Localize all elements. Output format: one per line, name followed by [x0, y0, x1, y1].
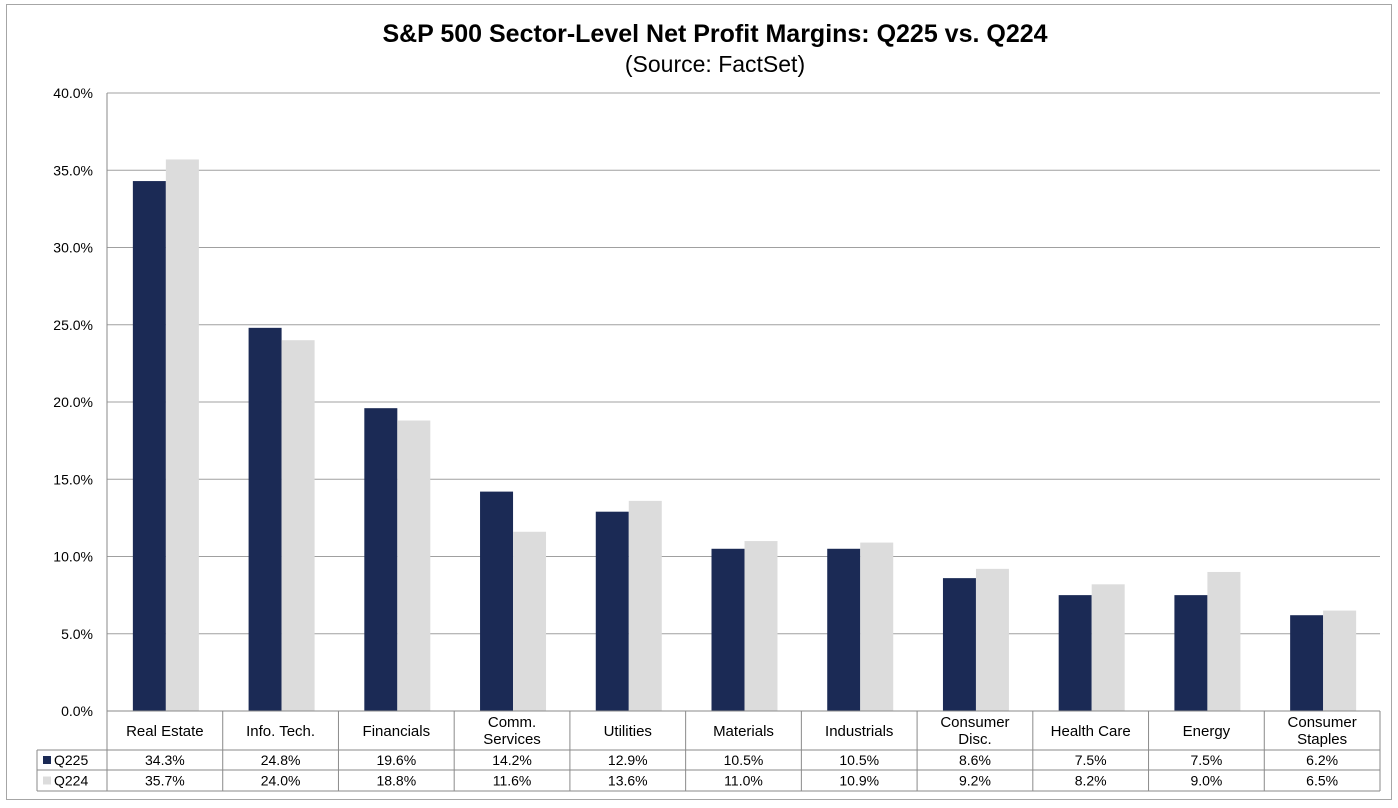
y-tick-label: 25.0% — [53, 317, 93, 333]
data-table-cell: 12.9% — [608, 752, 648, 768]
data-table-cell: 8.2% — [1075, 773, 1107, 789]
bar-q224 — [860, 542, 894, 711]
data-table-cell: 35.7% — [145, 773, 185, 789]
data-table-cell: 10.9% — [839, 773, 879, 789]
y-tick-label: 10.0% — [53, 549, 93, 565]
legend-label: Q225 — [54, 752, 88, 768]
category-label: Real Estate — [126, 723, 204, 740]
data-table-cell: 34.3% — [145, 752, 185, 768]
y-tick-label: 35.0% — [53, 162, 93, 178]
legend-key-q225 — [43, 756, 51, 764]
data-table-cell: 24.0% — [261, 773, 301, 789]
bar-q225 — [132, 181, 166, 711]
category-label: Industrials — [825, 723, 893, 740]
legend-label: Q224 — [54, 773, 88, 789]
category-label: Comm. Services — [483, 714, 541, 748]
bar-q224 — [1207, 571, 1241, 711]
data-table-cell: 6.2% — [1306, 752, 1338, 768]
bar-q225 — [1290, 615, 1324, 711]
y-tick-label: 15.0% — [53, 471, 93, 487]
bar-q225 — [364, 408, 398, 711]
category-label: Energy — [1183, 723, 1231, 740]
bar-q224 — [513, 531, 547, 711]
y-tick-label: 20.0% — [53, 394, 93, 410]
category-label: Consumer Staples — [1288, 714, 1357, 748]
y-tick-label: 5.0% — [61, 626, 93, 642]
data-table-cell: 10.5% — [839, 752, 879, 768]
bar-q224 — [975, 568, 1009, 711]
data-table-cell: 9.2% — [959, 773, 991, 789]
bar-q224 — [628, 500, 662, 711]
bar-q225 — [711, 548, 745, 711]
bar-q225 — [1058, 595, 1092, 711]
category-label: Consumer Disc. — [940, 714, 1009, 748]
chart-subtitle: (Source: FactSet) — [624, 51, 806, 77]
bar-q224 — [165, 159, 199, 711]
category-label: Health Care — [1051, 723, 1131, 740]
bar-q224 — [1091, 584, 1125, 711]
bar-q224 — [744, 541, 778, 711]
data-table-cell: 19.6% — [376, 752, 416, 768]
bar-q225 — [480, 491, 514, 711]
data-table-cell: 6.5% — [1306, 773, 1338, 789]
bar-q224 — [1323, 610, 1357, 711]
bar-q224 — [397, 420, 431, 711]
data-table-cell: 18.8% — [376, 773, 416, 789]
y-tick-label: 0.0% — [61, 703, 93, 719]
legend-key-q224 — [43, 776, 51, 785]
bar-q224 — [281, 340, 315, 711]
chart-title: S&P 500 Sector-Level Net Profit Margins:… — [382, 20, 1048, 48]
bar-q225 — [595, 511, 629, 711]
data-table-cell: 11.0% — [724, 773, 763, 789]
y-tick-label: 30.0% — [53, 240, 93, 256]
data-table-cell: 9.0% — [1190, 773, 1222, 789]
data-table-cell: 8.6% — [959, 752, 991, 768]
data-table-cell: 7.5% — [1190, 752, 1222, 768]
chart-frame — [6, 4, 1392, 800]
data-table-cell: 10.5% — [724, 752, 764, 768]
category-label: Materials — [713, 723, 774, 740]
data-table-cell: 11.6% — [493, 773, 532, 789]
category-label: Info. Tech. — [246, 723, 315, 740]
category-label: Utilities — [604, 723, 652, 740]
data-table-cell: 14.2% — [492, 752, 532, 768]
y-tick-label: 40.0% — [53, 85, 93, 101]
data-table-cell: 7.5% — [1075, 752, 1107, 768]
data-table-cell: 24.8% — [261, 752, 301, 768]
data-table-cell: 13.6% — [608, 773, 648, 789]
category-label: Financials — [363, 723, 431, 740]
bar-q225 — [942, 578, 976, 711]
bar-q225 — [827, 548, 861, 711]
bar-q225 — [248, 327, 282, 711]
bar-q225 — [1174, 595, 1208, 711]
